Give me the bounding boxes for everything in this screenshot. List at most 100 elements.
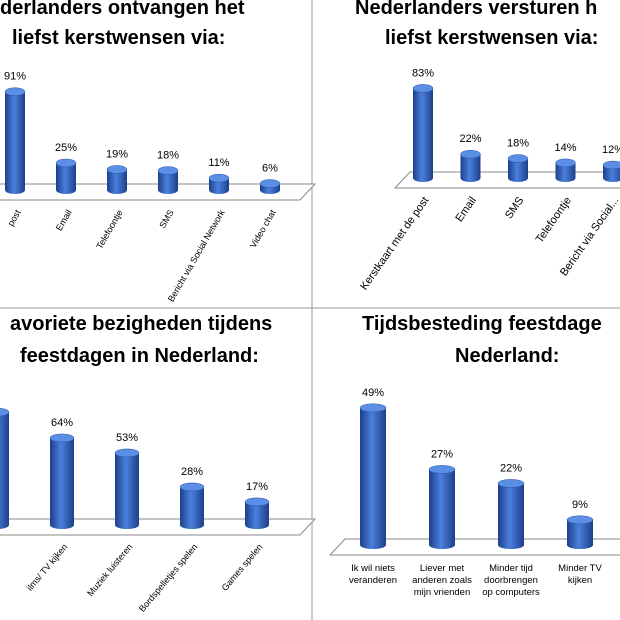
value-label: 6%	[262, 163, 278, 175]
bar-cap	[114, 448, 140, 458]
bar-base	[50, 521, 74, 529]
bar-base	[56, 186, 76, 194]
bar	[5, 91, 25, 190]
bar-base	[603, 174, 620, 182]
value-label: 91%	[4, 71, 26, 83]
bar-base	[460, 174, 481, 182]
bar	[245, 501, 269, 525]
bar	[0, 412, 9, 525]
bar-cap	[497, 479, 525, 488]
chart-title: derlanders ontvangen het	[0, 0, 245, 19]
value-label: 83%	[412, 67, 434, 79]
bar	[429, 469, 455, 545]
value-label: 22%	[500, 462, 522, 474]
value-label: 14%	[554, 142, 576, 154]
category-label: post	[6, 208, 23, 228]
bar-base	[180, 521, 204, 529]
bar	[50, 437, 74, 525]
value-label: 28%	[181, 466, 203, 478]
bar	[508, 158, 528, 178]
bar-cap	[208, 173, 230, 183]
category-label: Games spelen	[220, 542, 265, 593]
value-label: 19%	[106, 148, 128, 160]
bar-cap	[0, 407, 10, 417]
category-label: Minder tijd doorbrengen op computers	[482, 563, 540, 598]
bar-base	[115, 521, 139, 529]
category-label: ilms/ TV kijken	[25, 542, 70, 593]
bar-cap	[259, 179, 281, 188]
category-label: Ik wil niets veranderen	[348, 563, 398, 586]
chart-title: avoriete bezigheden tijdens	[10, 313, 272, 335]
bar-base	[413, 174, 433, 182]
bar	[107, 169, 127, 190]
chart-title: Nederlanders versturen h	[355, 0, 597, 19]
floor	[328, 538, 620, 556]
value-label: 64%	[51, 417, 73, 429]
chart-title: feestdagen in Nederland:	[20, 345, 259, 367]
category-label: Email	[453, 195, 479, 224]
bar-base	[107, 186, 127, 194]
category-label: SMS	[503, 195, 527, 221]
category-label: Bordspelletjes spelen	[137, 542, 200, 614]
bar-cap	[244, 497, 270, 507]
bar-cap	[507, 154, 529, 163]
bar	[460, 154, 481, 178]
bar-cap	[157, 166, 179, 175]
bar-cap	[428, 465, 456, 474]
bar	[158, 170, 178, 190]
bar	[360, 407, 386, 545]
value-label: 22%	[459, 133, 481, 145]
category-label: Kerstkaart met de post	[358, 195, 431, 293]
bar	[180, 486, 204, 525]
bar-base	[0, 521, 9, 529]
bar-cap	[4, 87, 26, 96]
floor	[0, 183, 317, 201]
value-label: 12%	[602, 144, 620, 156]
floor	[0, 518, 317, 536]
bar-cap	[555, 158, 576, 168]
bar	[115, 452, 139, 525]
bar-base	[209, 186, 229, 194]
chart-title: liefst kerstwensen via:	[12, 27, 225, 49]
category-label: Liever met anderen zoals mijn vrienden	[412, 563, 472, 598]
category-label: Telefoontje	[534, 195, 574, 245]
category-label: Video chat	[248, 208, 278, 250]
bar-cap	[460, 149, 481, 159]
value-label: 18%	[507, 138, 529, 150]
category-label: Muziek luisteren	[85, 542, 134, 598]
bar-base	[567, 541, 593, 549]
chart-title: Nederland:	[455, 345, 559, 367]
chart-title: Tijdsbesteding feestdage	[362, 313, 602, 335]
bar-cap	[49, 433, 75, 443]
bar-cap	[566, 515, 594, 525]
bar-cap	[106, 165, 128, 174]
category-label: Telefoontje	[94, 208, 124, 251]
bar-cap	[359, 403, 387, 413]
value-label: 25%	[55, 142, 77, 154]
value-label: 9%	[572, 499, 588, 511]
bar	[498, 483, 524, 545]
value-label: 53%	[116, 432, 138, 444]
value-label: 27%	[431, 448, 453, 460]
bar-base	[508, 174, 528, 182]
bar-cap	[179, 482, 205, 492]
bar	[56, 163, 76, 190]
category-label: Email	[54, 208, 74, 232]
bar	[413, 88, 433, 178]
value-label: 49%	[362, 387, 384, 399]
chart-title: liefst kerstwensen via:	[385, 27, 598, 49]
bar-base	[5, 186, 25, 194]
bar	[555, 162, 576, 178]
bar-base	[498, 541, 524, 549]
value-label: 11%	[208, 157, 229, 169]
bar-base	[360, 541, 386, 549]
bar-cap	[602, 160, 620, 170]
category-label: Bericht via Social Network	[166, 208, 227, 304]
bar-base	[260, 186, 280, 194]
category-label: Minder TV kijken	[558, 563, 602, 586]
bar-base	[429, 541, 455, 549]
bar-cap	[412, 84, 434, 93]
bar-base	[245, 521, 269, 529]
